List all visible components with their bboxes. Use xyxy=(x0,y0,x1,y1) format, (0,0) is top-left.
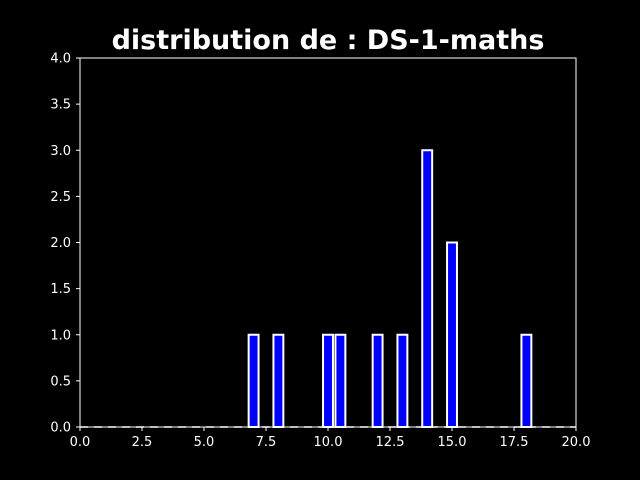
x-tick-label-8: 20.0 xyxy=(562,435,591,450)
chart-title: distribution de : DS-1-maths xyxy=(112,25,545,56)
x-tick-label-7: 17.5 xyxy=(500,435,529,450)
bar-6 xyxy=(421,149,434,428)
y-tick-label-4: 2.0 xyxy=(50,236,71,251)
bar-3 xyxy=(334,333,347,428)
y-tick-label-3: 1.5 xyxy=(50,282,71,297)
y-tick-label-1: 0.5 xyxy=(50,374,71,389)
y-tick-label-8: 4.0 xyxy=(50,52,71,67)
x-tick-label-5: 12.5 xyxy=(376,435,405,450)
x-tick-label-1: 2.5 xyxy=(132,435,153,450)
y-tick-label-2: 1.0 xyxy=(50,328,71,343)
y-tick-label-0: 0.0 xyxy=(50,421,71,436)
bar-2 xyxy=(322,333,334,428)
bar-7 xyxy=(446,241,458,428)
x-tick-label-2: 5.0 xyxy=(194,435,215,450)
x-tick-label-4: 10.0 xyxy=(314,435,343,450)
x-tick-label-3: 7.5 xyxy=(256,435,277,450)
x-tick-label-0: 0.0 xyxy=(70,435,91,450)
x-tick-label-6: 15.0 xyxy=(438,435,467,450)
bar-5 xyxy=(396,333,409,428)
bar-8 xyxy=(520,333,533,428)
bar-0 xyxy=(247,333,260,428)
bar-1 xyxy=(272,333,285,428)
y-tick-label-7: 3.5 xyxy=(50,98,71,113)
ticks-layer: 0.0 2.5 5.0 7.5 10.0 12.5 15.0 17.5 20.0 0.0 0.5 1.… xyxy=(50,52,590,451)
bar-4 xyxy=(371,333,384,428)
bars-layer xyxy=(247,149,533,428)
y-tick-label-5: 2.5 xyxy=(50,190,71,205)
y-tick-label-6: 3.0 xyxy=(50,144,71,159)
